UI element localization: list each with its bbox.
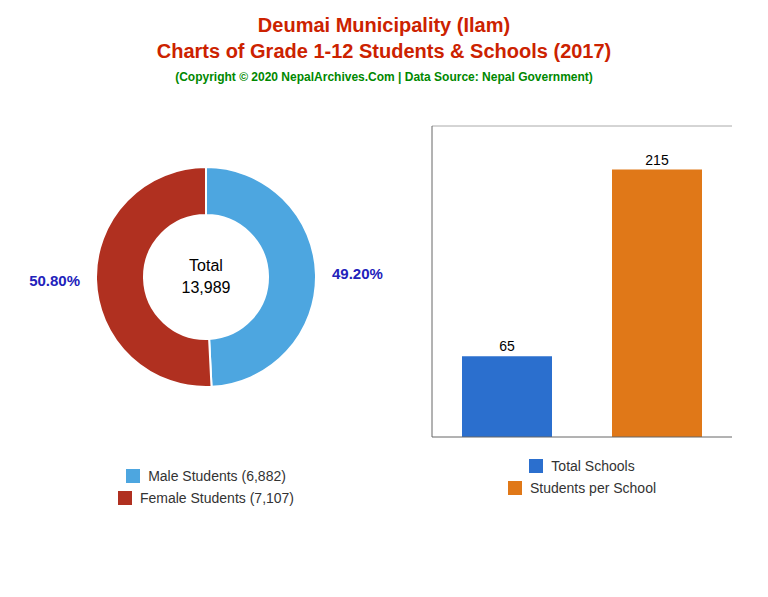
- svg-text:215: 215: [645, 152, 669, 168]
- html-text:Female Students (7,107): Female Students (7,107): [140, 490, 294, 506]
- html-text:13,989: 13,989: [181, 279, 231, 296]
- html-text:Deumai Municipality (Ilam) Cha: Deumai Municipality (Ilam) Charts of Gra…: [156, 14, 612, 62]
- svg-text:50.80%: 50.80%: [29, 272, 80, 289]
- svg-text:49.20%: 49.20%: [332, 265, 383, 282]
- html-text:Male Students (6,882): Male Students (6,882): [148, 468, 286, 484]
- html-text:Total: Total: [189, 257, 223, 274]
- svg-text:65: 65: [499, 338, 515, 354]
- html-text:Students per School: Students per School: [530, 480, 656, 496]
- html-text:Total Schools: Total Schools: [551, 458, 635, 474]
- html-text:(Copyright © 2020 NepalArchive: (Copyright © 2020 NepalArchives.Com | Da…: [175, 70, 593, 84]
